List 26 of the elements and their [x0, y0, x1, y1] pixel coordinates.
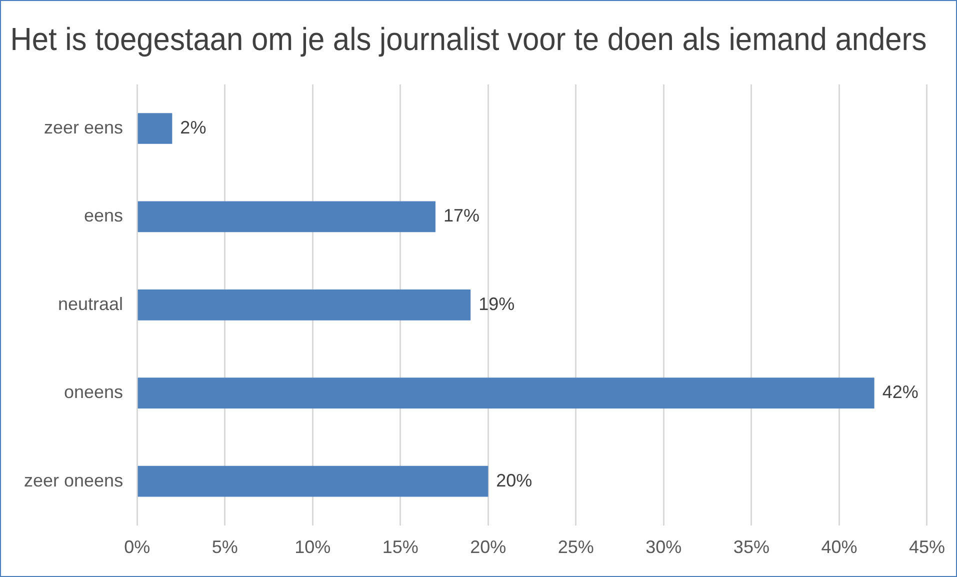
chart-title: Het is toegestaan om je als journalist voor te doen als iemand anders — [10, 21, 927, 58]
y-tick-label: zeer eens — [44, 117, 124, 138]
y-tick-label: zeer oneens — [24, 470, 124, 490]
data-label: 17% — [443, 206, 480, 226]
x-tick-label: 35% — [733, 537, 770, 558]
x-tick-label: 40% — [821, 537, 858, 558]
x-tick-label: 30% — [646, 537, 682, 558]
data-label: 20% — [496, 470, 532, 490]
y-tick-label: eens — [84, 206, 124, 226]
bar — [138, 378, 874, 409]
x-tick-label: 0% — [124, 537, 150, 558]
y-tick-label: oneens — [64, 382, 124, 402]
data-label: 2% — [180, 117, 206, 138]
bar — [138, 466, 488, 497]
x-tick-label: 10% — [294, 537, 331, 558]
x-tick-label: 45% — [908, 537, 945, 558]
x-tick-label: 25% — [558, 537, 594, 558]
bar — [138, 113, 172, 144]
data-label: 42% — [882, 382, 918, 402]
x-tick-label: 5% — [212, 537, 238, 558]
y-tick-label: neutraal — [58, 294, 124, 314]
data-label: 19% — [478, 294, 515, 314]
x-tick-label: 15% — [382, 537, 418, 558]
x-tick-label: 20% — [470, 537, 506, 558]
bar — [138, 289, 471, 320]
bar — [138, 201, 436, 232]
